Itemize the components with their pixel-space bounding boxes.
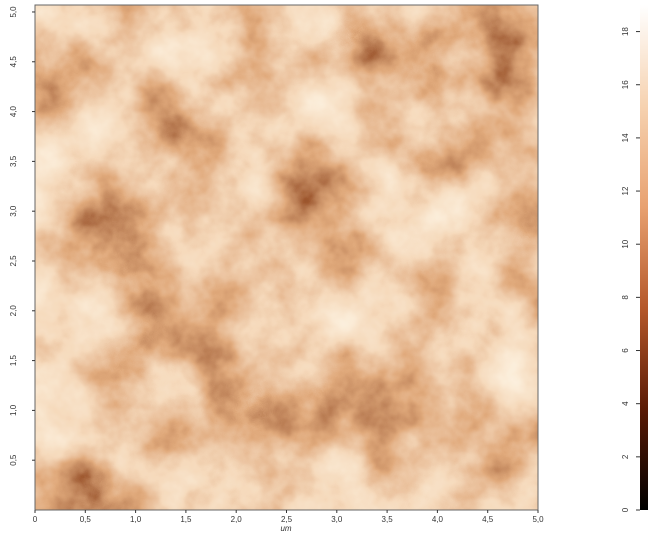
- colorbar-tick-label: 12: [621, 186, 630, 195]
- colorbar-tick-label: 18: [621, 27, 630, 36]
- x-tick-label: 1,0: [130, 515, 142, 524]
- afm-image: [35, 5, 538, 510]
- x-tick-label: 0: [33, 515, 38, 524]
- x-tick-label: 2,0: [231, 515, 243, 524]
- y-tick-label: 2,5: [9, 255, 18, 267]
- y-tick-label: 3,0: [9, 205, 18, 217]
- x-tick-label: 0,5: [80, 515, 92, 524]
- y-tick-label: 5,0: [9, 6, 18, 18]
- x-tick-label: 2,5: [281, 515, 293, 524]
- y-tick-label: 1,5: [9, 354, 18, 366]
- x-axis-label: um: [280, 524, 291, 533]
- x-tick-label: 4,0: [432, 515, 444, 524]
- x-tick-label: 3,5: [382, 515, 394, 524]
- colorbar-tick-label: 16: [621, 80, 630, 89]
- y-tick-label: 3,5: [9, 155, 18, 167]
- colorbar-tick-label: 4: [621, 401, 630, 406]
- colorbar-tick-label: 14: [621, 133, 630, 142]
- y-tick-label: 0,5: [9, 454, 18, 466]
- x-tick-label: 3,0: [331, 515, 343, 524]
- y-tick-label: 4,0: [9, 105, 18, 117]
- y-tick-label: 1,0: [9, 404, 18, 416]
- y-tick-label: 2,0: [9, 305, 18, 317]
- colorbar-tick-label: 6: [621, 348, 630, 353]
- x-tick-label: 1,5: [180, 515, 192, 524]
- colorbar-tick-label: 8: [621, 295, 630, 300]
- colorbar-tick-label: 2: [621, 454, 630, 459]
- colorbar: [640, 5, 648, 510]
- colorbar-tick-label: 10: [621, 239, 630, 248]
- x-tick-label: 4,5: [482, 515, 494, 524]
- y-tick-label: 4,5: [9, 56, 18, 68]
- colorbar-tick-label: 0: [621, 507, 630, 512]
- x-tick-label: 5,0: [532, 515, 544, 524]
